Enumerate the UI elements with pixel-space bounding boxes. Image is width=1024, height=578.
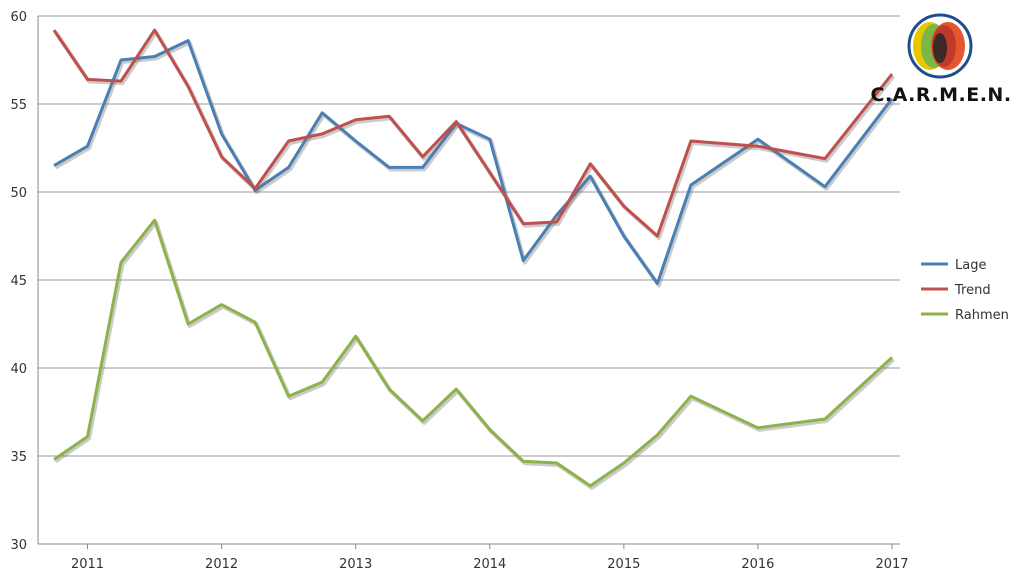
legend-label-rahmen: Rahmen [955, 308, 1009, 323]
x-tick-label: 2014 [473, 557, 506, 572]
x-axis-ticks: 2011 2012 2013 2014 2015 2016 2017 [71, 544, 909, 572]
legend: Lage Trend Rahmen [921, 258, 1009, 323]
series-shadow-lage [54, 40, 896, 288]
x-tick-label: 2017 [875, 557, 908, 572]
y-tick-label: 50 [10, 186, 27, 201]
legend-label-lage: Lage [955, 258, 986, 273]
series-shadow-rahmen [54, 220, 895, 490]
series-line-lage [53, 39, 894, 285]
series-lines [52, 28, 896, 490]
x-tick-label: 2012 [205, 557, 238, 572]
carmen-logo-icon [907, 13, 973, 79]
y-tick-label: 60 [10, 10, 27, 25]
x-tick-label: 2013 [339, 557, 372, 572]
y-tick-label: 55 [10, 98, 27, 113]
y-tick-label: 35 [10, 450, 27, 465]
x-tick-label: 2016 [741, 557, 774, 572]
carmen-logo: C.A.R.M.E.N. [870, 13, 1011, 106]
legend-label-trend: Trend [954, 283, 991, 298]
axes [37, 16, 900, 545]
y-axis-ticks: 30 35 40 45 50 55 60 [10, 10, 27, 553]
logo-text: C.A.R.M.E.N. [870, 84, 1011, 106]
y-tick-label: 30 [10, 538, 27, 553]
x-tick-label: 2015 [607, 557, 640, 572]
y-tick-label: 40 [10, 362, 27, 377]
y-tick-label: 45 [10, 274, 27, 289]
series-line-rahmen [53, 218, 894, 488]
x-tick-label: 2011 [71, 557, 104, 572]
grid-lines [38, 15, 900, 457]
series-line-trend [52, 28, 894, 238]
